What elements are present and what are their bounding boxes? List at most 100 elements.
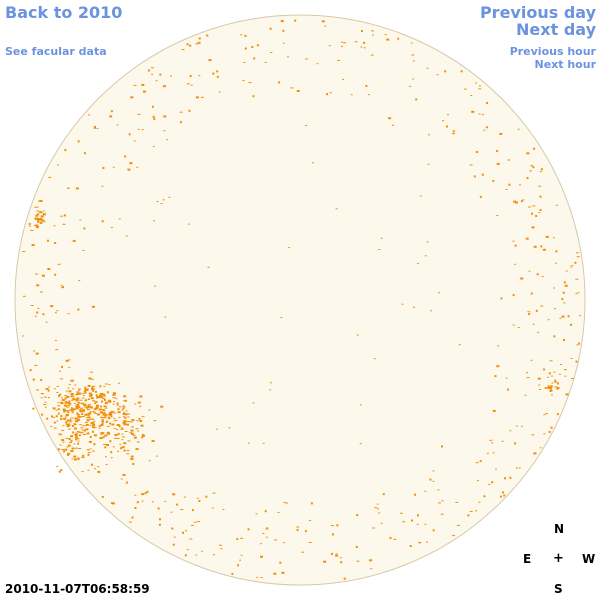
- facula-point: [121, 427, 124, 430]
- facula-point: [104, 446, 107, 449]
- facula-point: [137, 430, 139, 432]
- facula-point: [122, 414, 125, 415]
- facula-point: [130, 429, 134, 432]
- facula-point: [432, 480, 435, 482]
- facula-point: [87, 409, 89, 411]
- facula-point: [41, 274, 45, 277]
- facula-point: [195, 96, 199, 99]
- back-to-year-link[interactable]: Back to 2010: [5, 3, 123, 22]
- facula-point: [74, 458, 77, 461]
- facula-point: [64, 448, 68, 451]
- facula-point: [127, 416, 130, 418]
- facula-point: [99, 385, 102, 388]
- previous-hour-link[interactable]: Previous hour: [509, 45, 596, 58]
- facula-point: [517, 128, 520, 130]
- facula-point: [179, 111, 183, 113]
- previous-day-link[interactable]: Previous day: [479, 3, 596, 22]
- facula-point: [416, 523, 419, 525]
- facula-point: [535, 309, 538, 312]
- facula-point: [92, 400, 95, 402]
- facula-point: [515, 201, 518, 204]
- facula-point: [114, 434, 118, 436]
- facula-point: [528, 206, 532, 208]
- facula-point: [526, 372, 528, 374]
- facula-point: [50, 425, 53, 427]
- facula-point: [128, 521, 132, 523]
- facula-point: [564, 375, 567, 377]
- facula-point: [343, 577, 346, 580]
- facula-point: [205, 495, 208, 498]
- facula-point: [377, 508, 379, 510]
- facula-point: [515, 425, 518, 427]
- facula-point: [130, 432, 134, 435]
- facula-point: [103, 386, 106, 388]
- facula-point: [100, 393, 104, 395]
- facula-point: [83, 406, 87, 408]
- facula-point: [62, 441, 65, 443]
- facula-point: [479, 85, 481, 87]
- facular-data-link[interactable]: See facular data: [5, 45, 107, 58]
- facula-point: [469, 510, 473, 512]
- facula-point: [189, 44, 192, 47]
- facula-point: [335, 208, 338, 210]
- facula-point: [123, 406, 126, 408]
- facula-point: [251, 46, 254, 48]
- facula-point: [555, 204, 558, 206]
- facula-point: [88, 114, 90, 116]
- facula-point: [100, 411, 103, 414]
- next-day-link[interactable]: Next day: [516, 20, 596, 39]
- facula-point: [94, 403, 96, 405]
- facula-point: [478, 113, 481, 115]
- facula-point: [70, 393, 74, 396]
- facula-point: [93, 443, 96, 446]
- facula-point: [42, 313, 45, 316]
- facula-point: [269, 389, 272, 391]
- facula-point: [253, 57, 256, 60]
- facula-point: [469, 164, 473, 166]
- facula-point: [67, 410, 70, 412]
- next-hour-link[interactable]: Next hour: [534, 58, 597, 71]
- facula-point: [70, 409, 74, 412]
- facula-point: [89, 424, 92, 426]
- facula-point: [50, 305, 54, 308]
- facula-point: [69, 396, 72, 398]
- facula-point: [62, 286, 64, 289]
- facula-point: [62, 408, 66, 411]
- facula-point: [34, 364, 38, 366]
- facula-point: [104, 414, 108, 417]
- facula-point: [514, 442, 517, 445]
- facula-point: [85, 428, 89, 431]
- facula-point: [107, 416, 110, 419]
- facula-point: [94, 390, 97, 393]
- facula-point: [79, 408, 82, 411]
- facula-point: [529, 170, 533, 172]
- facula-point: [222, 508, 225, 510]
- facula-point: [442, 120, 445, 122]
- facula-point: [200, 550, 203, 552]
- facula-point: [137, 401, 141, 404]
- facula-point: [80, 427, 84, 429]
- facula-point: [369, 559, 373, 562]
- facula-point: [370, 568, 373, 570]
- facula-point: [87, 469, 90, 471]
- facula-point: [512, 240, 515, 242]
- facula-point: [547, 385, 550, 388]
- facula-point: [500, 495, 502, 498]
- facula-point: [133, 84, 137, 86]
- facula-point: [172, 543, 175, 546]
- facula-point: [543, 368, 546, 371]
- facula-point: [550, 426, 553, 429]
- facula-point: [89, 448, 92, 450]
- facula-point: [121, 446, 125, 449]
- facula-point: [120, 447, 122, 450]
- facula-point: [530, 292, 533, 295]
- facula-point: [75, 438, 78, 441]
- facula-point: [105, 464, 108, 465]
- facula-point: [106, 444, 109, 446]
- facula-point: [87, 399, 90, 400]
- facula-point: [89, 411, 92, 413]
- facula-point: [90, 371, 93, 373]
- facula-point: [57, 408, 61, 410]
- facula-point: [550, 394, 553, 396]
- facula-point: [152, 115, 155, 118]
